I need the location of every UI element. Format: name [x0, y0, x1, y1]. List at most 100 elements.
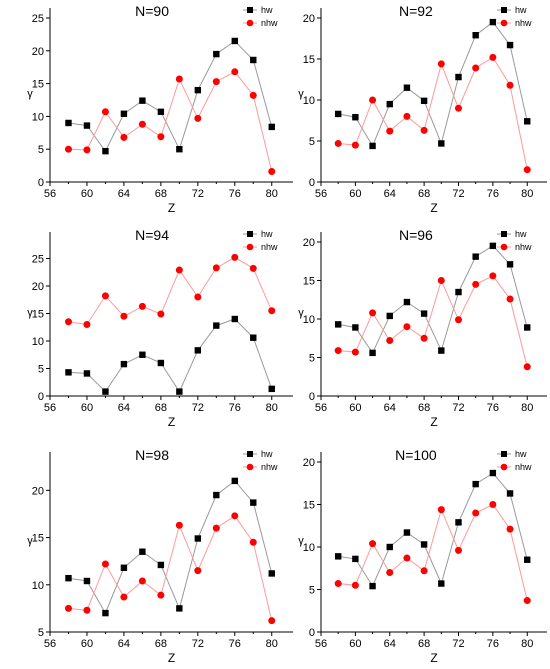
- y-axis-title: γ: [298, 535, 304, 547]
- legend-label-nhw: nhw: [515, 462, 532, 472]
- data-point-hw: [386, 312, 393, 320]
- data-point-hw: [268, 385, 275, 393]
- data-point-nhw: [489, 53, 497, 61]
- data-point-hw: [139, 97, 146, 104]
- x-tick-label: 68: [418, 402, 430, 414]
- x-tick-label: 64: [118, 402, 130, 414]
- data-point-nhw: [120, 133, 128, 141]
- y-tick-label: 25: [32, 13, 44, 25]
- series-line-nhw: [68, 256, 273, 326]
- data-point-nhw: [403, 323, 411, 331]
- data-point-nhw: [523, 597, 531, 605]
- y-tick-label: 0: [309, 627, 315, 639]
- panel-title: N=94: [135, 227, 169, 243]
- x-tick-label: 60: [81, 402, 93, 414]
- x-tick-label: 80: [521, 638, 533, 650]
- series-line-hw: [68, 40, 273, 153]
- data-point-hw: [438, 140, 445, 147]
- data-point-nhw: [231, 68, 239, 76]
- x-tick-label: 56: [315, 188, 327, 200]
- data-point-nhw: [101, 108, 109, 116]
- data-point-nhw: [249, 91, 257, 99]
- y-axis-title: γ: [298, 88, 304, 100]
- y-tick-label: 0: [38, 391, 44, 403]
- data-point-nhw: [120, 593, 128, 601]
- data-point-nhw: [101, 292, 109, 300]
- data-point-nhw: [175, 266, 183, 274]
- data-point-hw: [506, 261, 514, 268]
- x-tick-label: 56: [315, 402, 327, 414]
- data-point-nhw: [472, 64, 480, 72]
- data-point-hw: [472, 32, 479, 39]
- data-point-hw: [369, 582, 376, 590]
- x-tick-label: 72: [452, 188, 464, 200]
- data-point-hw: [83, 370, 91, 377]
- x-tick-label: 76: [229, 638, 241, 650]
- data-point-nhw: [386, 127, 394, 135]
- legend-label-nhw: nhw: [515, 18, 532, 28]
- x-tick-label: 72: [452, 402, 464, 414]
- legend-marker-hw: [501, 231, 507, 237]
- data-point-hw: [250, 334, 257, 341]
- y-tick-label: 10: [303, 95, 315, 107]
- x-tick-label: 68: [155, 188, 167, 200]
- data-point-hw: [403, 529, 411, 536]
- data-point-hw: [438, 347, 445, 354]
- data-point-nhw: [268, 168, 276, 176]
- legend-label-hw: hw: [515, 449, 527, 459]
- data-point-nhw: [64, 318, 72, 326]
- x-tick-label: 64: [384, 638, 396, 650]
- data-point-nhw: [454, 316, 462, 324]
- y-tick-label: 15: [32, 79, 44, 91]
- y-tick-label: 10: [32, 336, 44, 348]
- series-line-nhw: [338, 56, 528, 170]
- x-tick-label: 72: [192, 638, 204, 650]
- y-tick-label: 20: [32, 485, 44, 497]
- data-point-hw: [352, 114, 359, 121]
- panel-title: N=96: [399, 227, 433, 243]
- data-point-nhw: [437, 60, 445, 68]
- data-point-hw: [120, 564, 128, 571]
- data-point-hw: [386, 543, 393, 551]
- data-point-nhw: [268, 617, 276, 625]
- chart-panel-4: 56 60 64 68 72 76 80 5 10 15 20 Zγ N=98 hw nhw: [27, 447, 293, 665]
- x-tick-label: 60: [81, 638, 93, 650]
- data-point-nhw: [489, 272, 497, 280]
- y-tick-label: 20: [32, 46, 44, 58]
- x-axis-title: Z: [430, 201, 437, 215]
- data-point-nhw: [138, 120, 146, 128]
- data-point-hw: [65, 574, 72, 582]
- series-line-hw: [68, 480, 273, 615]
- data-point-hw: [455, 288, 462, 296]
- x-tick-label: 64: [118, 188, 130, 200]
- x-axis-title: Z: [430, 415, 437, 429]
- y-tick-label: 0: [309, 391, 315, 403]
- data-point-nhw: [64, 604, 72, 612]
- data-point-nhw: [212, 78, 220, 86]
- data-point-hw: [506, 490, 514, 497]
- x-tick-label: 76: [487, 188, 499, 200]
- data-point-nhw: [403, 112, 411, 120]
- legend-label-nhw: nhw: [261, 462, 278, 472]
- data-point-hw: [176, 388, 183, 395]
- data-point-hw: [489, 18, 497, 26]
- y-tick-label: 25: [32, 254, 44, 266]
- x-tick-label: 80: [266, 638, 278, 650]
- y-tick-label: 15: [303, 54, 315, 66]
- series-line-hw: [338, 245, 528, 354]
- y-tick-label: 5: [309, 585, 315, 597]
- data-point-hw: [268, 123, 275, 131]
- data-point-hw: [83, 122, 91, 129]
- y-tick-label: 15: [303, 276, 315, 288]
- legend-marker-hw: [501, 451, 507, 457]
- data-point-nhw: [454, 104, 462, 112]
- y-tick-label: 20: [303, 457, 315, 469]
- chart-panel-5: 56 60 64 68 72 76 80 0 5 10 15 20 Zγ N=100 hw nhw: [298, 447, 547, 665]
- data-point-nhw: [175, 521, 183, 529]
- data-point-hw: [139, 548, 146, 555]
- data-point-hw: [157, 108, 165, 116]
- y-axis-title: γ: [27, 307, 33, 319]
- panel-title: N=90: [135, 3, 169, 19]
- data-point-hw: [506, 41, 514, 49]
